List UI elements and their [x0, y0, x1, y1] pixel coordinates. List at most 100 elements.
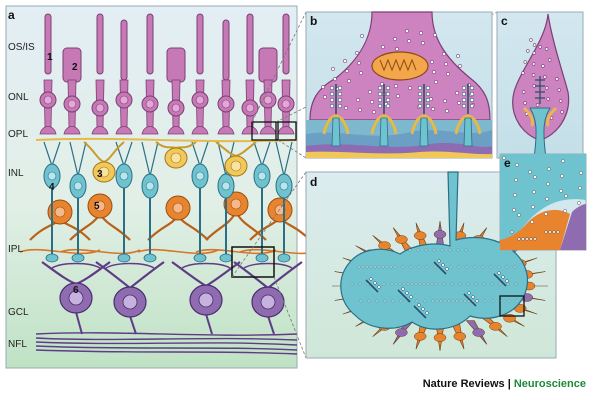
vesicle	[441, 249, 443, 251]
rod-outer-segment	[223, 20, 229, 80]
vesicle	[407, 39, 410, 42]
vesicle	[474, 266, 476, 268]
vesicle	[533, 175, 536, 178]
vesicle	[579, 171, 582, 174]
vesicle	[458, 266, 460, 268]
vesicle	[532, 63, 535, 66]
ribbon-vesicle	[462, 104, 466, 108]
panel-letter-c: c	[501, 14, 508, 28]
ribbon-vesicle	[338, 98, 342, 102]
vesicle	[374, 266, 376, 268]
rod-outer-segment	[247, 14, 253, 74]
bipolar-invagination	[420, 118, 428, 146]
vesicle	[431, 107, 434, 110]
vesicle	[524, 61, 527, 64]
process-bulb	[395, 235, 407, 243]
ribbon-vesicle	[418, 304, 421, 307]
vesicle	[449, 249, 451, 251]
vesicle	[559, 189, 562, 192]
vesicle	[433, 249, 435, 251]
vesicle	[545, 87, 548, 90]
layer-label-onl: ONL	[8, 92, 29, 103]
process-bulb	[473, 329, 485, 337]
bipolar-nucleus	[222, 182, 230, 190]
process-bulb	[379, 242, 391, 250]
vesicle	[456, 300, 458, 302]
nucleus-inner	[222, 100, 230, 108]
vesicle	[344, 106, 347, 109]
vesicle	[550, 117, 553, 120]
vesicle	[345, 69, 348, 72]
ribbon-vesicle	[386, 86, 390, 90]
vesicle	[434, 80, 437, 83]
vesicle	[545, 231, 548, 234]
vesicle	[522, 238, 525, 241]
vesicle	[452, 300, 454, 302]
vesicle	[407, 283, 409, 285]
vesicle	[356, 98, 359, 101]
ribbon-vesicle	[470, 92, 474, 96]
cell-number-3: 3	[97, 169, 103, 180]
layer-label-os-is: OS/IS	[8, 42, 35, 53]
journal-credit: Nature Reviews | Neuroscience	[423, 378, 586, 390]
bipolar-terminal	[278, 254, 290, 262]
vesicle	[577, 201, 580, 204]
ribbon-vesicle	[476, 300, 479, 303]
vesicle	[549, 231, 552, 234]
vesicle	[370, 266, 372, 268]
vesicle	[391, 283, 393, 285]
ribbon-vesicle	[370, 278, 373, 281]
ribbon-vesicle	[338, 92, 342, 96]
ribbon-vesicle	[426, 312, 429, 315]
vesicle	[382, 266, 384, 268]
vesicle	[368, 300, 370, 302]
ribbon-vesicle	[498, 272, 501, 275]
vesicle	[403, 283, 405, 285]
vesicle	[448, 300, 450, 302]
vesicle	[545, 197, 548, 200]
ribbon-vesicle	[418, 98, 422, 102]
ganglion-nucleus	[261, 295, 275, 309]
vesicle	[360, 34, 363, 37]
vesicle	[451, 283, 453, 285]
vesicle	[386, 266, 388, 268]
ribbon-vesicle	[426, 98, 430, 102]
ribbon-vesicle	[338, 104, 342, 108]
ribbon-vesicle	[378, 286, 381, 289]
vesicle	[390, 266, 392, 268]
ribbon-vesicle	[378, 98, 382, 102]
ribbon-vesicle	[502, 276, 505, 279]
cell-number-5: 5	[94, 201, 100, 212]
ribbon-vesicle	[426, 104, 430, 108]
vesicle	[421, 41, 424, 44]
vesicle	[409, 249, 411, 251]
vesicle	[450, 266, 452, 268]
vesicle	[423, 283, 425, 285]
vesicle	[522, 91, 525, 94]
panel-letter-d: d	[310, 175, 317, 189]
vesicle	[321, 85, 324, 88]
vesicle	[366, 266, 368, 268]
vesicle	[530, 39, 533, 42]
ribbon-vesicle	[470, 86, 474, 90]
vesicle	[515, 163, 518, 166]
vesicle	[442, 52, 445, 55]
bipolar-invagination	[332, 118, 340, 146]
vesicle	[396, 94, 399, 97]
vesicle	[323, 95, 326, 98]
vesicle	[522, 72, 525, 75]
cone-outer-segment	[167, 48, 185, 82]
vesicle	[425, 249, 427, 251]
bipolar-nucleus	[48, 172, 56, 180]
vesicle	[564, 194, 567, 197]
vesicle	[539, 46, 542, 49]
bipolar-terminal	[220, 254, 232, 262]
vesicle	[408, 86, 411, 89]
ribbon-vesicle	[442, 264, 445, 267]
rod-outer-segment	[97, 14, 103, 74]
vesicle	[508, 300, 510, 302]
vesicle	[456, 54, 459, 57]
vesicle	[513, 193, 516, 196]
nucleus-inner	[146, 100, 154, 108]
